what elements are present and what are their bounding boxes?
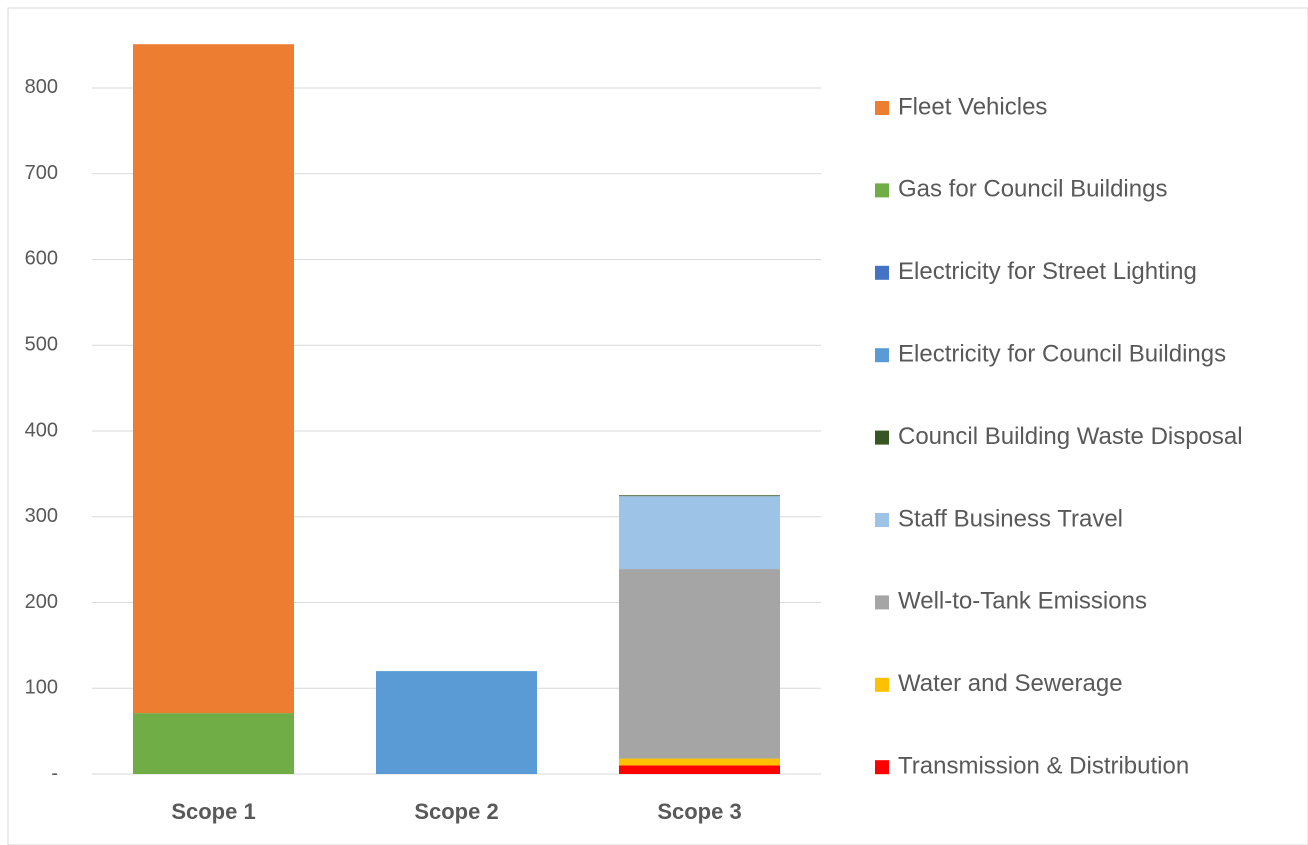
- y-tick-label: 400: [25, 419, 58, 441]
- x-tick-label: Scope 3: [657, 799, 741, 824]
- legend-swatch: [875, 677, 889, 692]
- legend-swatch: [875, 430, 889, 445]
- legend-label: Well-to-Tank Emissions: [898, 588, 1147, 615]
- bar-segment: [133, 44, 294, 714]
- legend-swatch: [875, 101, 889, 115]
- legend-swatch: [875, 265, 889, 280]
- y-tick-label: 300: [25, 505, 58, 527]
- y-tick-label: 200: [25, 591, 58, 613]
- legend-label: Electricity for Council Buildings: [898, 341, 1226, 368]
- y-tick-label: 500: [25, 334, 58, 356]
- x-tick-label: Scope 1: [171, 799, 255, 824]
- bar-segment: [619, 569, 780, 759]
- legend-swatch: [875, 183, 889, 198]
- y-tick-label: 800: [25, 76, 58, 98]
- bar-segment: [619, 495, 780, 497]
- legend-label: Transmission & Distribution: [898, 753, 1189, 780]
- legend-label: Council Building Waste Disposal: [898, 423, 1243, 450]
- bar-segment: [376, 671, 537, 774]
- y-tick-label: 700: [25, 162, 58, 184]
- bar-segment: [133, 713, 294, 774]
- bar-segment: [619, 758, 780, 766]
- legend-label: Staff Business Travel: [898, 505, 1123, 532]
- bar-segment: [619, 496, 780, 570]
- legend-label: Fleet Vehicles: [898, 93, 1047, 120]
- legend-label: Electricity for Street Lighting: [898, 258, 1197, 285]
- legend-label: Water and Sewerage: [898, 670, 1123, 697]
- y-tick-label: 100: [25, 677, 58, 699]
- legend-swatch: [875, 595, 889, 610]
- legend-label: Gas for Council Buildings: [898, 176, 1167, 203]
- y-tick-label: -: [51, 762, 58, 784]
- legend-swatch: [875, 348, 889, 363]
- legend-swatch: [875, 513, 889, 527]
- y-tick-label: 600: [25, 248, 58, 270]
- bar-segment: [619, 765, 780, 774]
- legend-swatch: [875, 760, 889, 775]
- x-tick-label: Scope 2: [414, 799, 498, 824]
